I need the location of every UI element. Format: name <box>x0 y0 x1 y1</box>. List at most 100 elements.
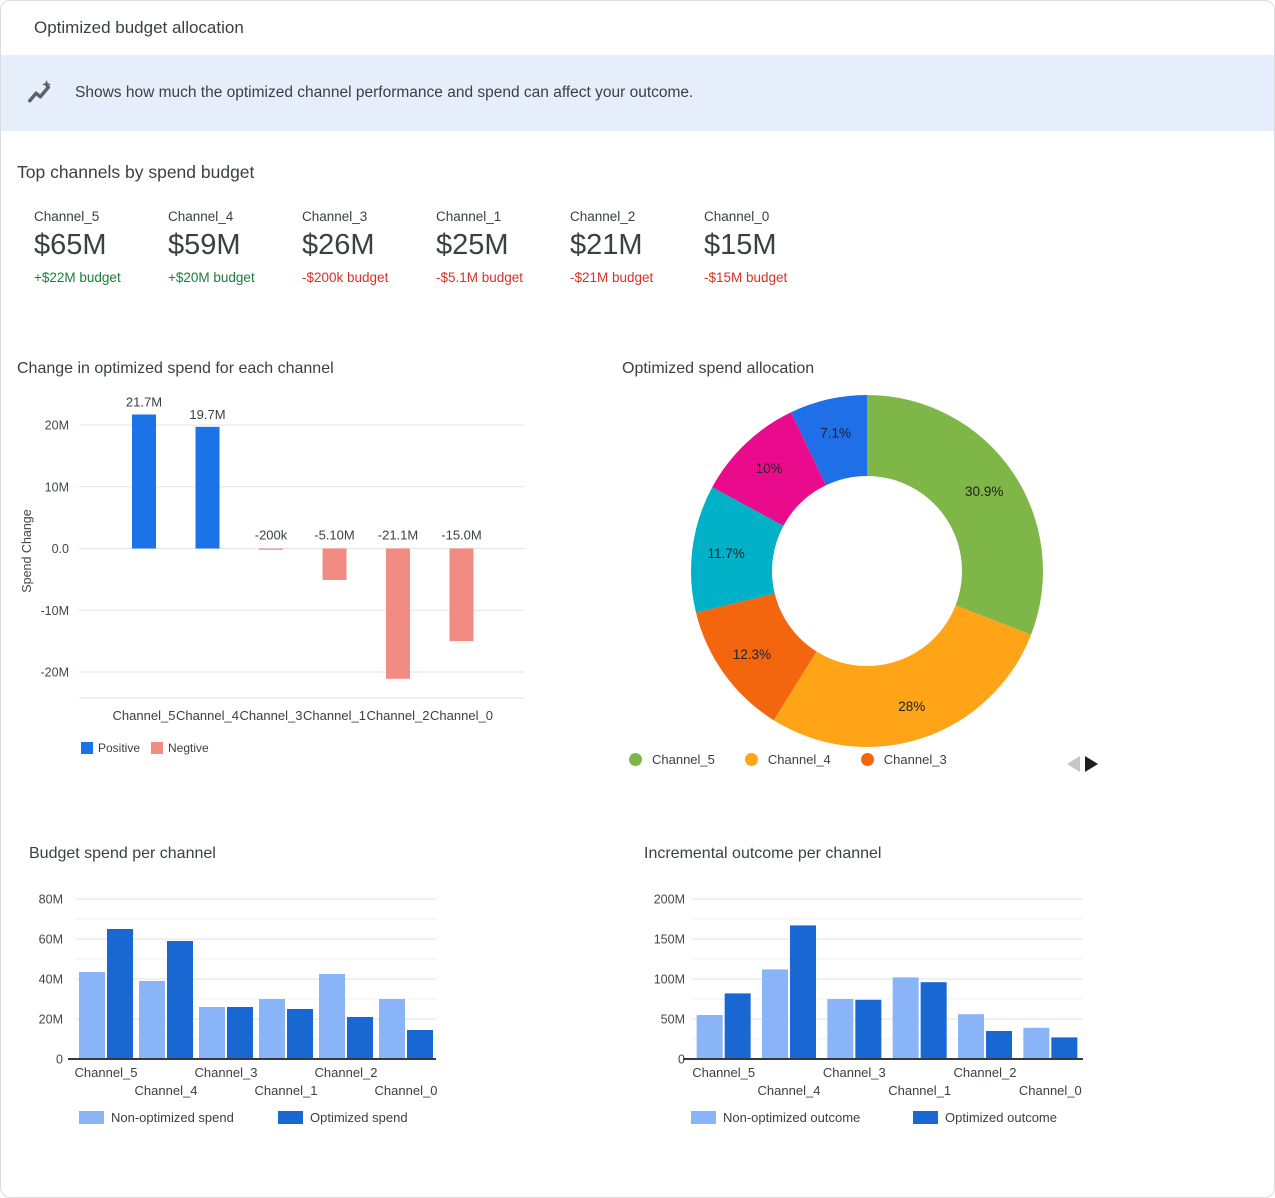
bar-nonoptimized-channel_5[interactable] <box>79 972 105 1059</box>
x-category-label: Channel_2 <box>367 708 430 723</box>
slice-channel_0[interactable] <box>791 395 867 486</box>
y-axis-title: Spend Change <box>20 509 34 592</box>
bar-optimized-channel_3[interactable] <box>227 1007 253 1059</box>
bar-nonoptimized-channel_2[interactable] <box>958 1014 984 1059</box>
x-category-label: Channel_5 <box>113 708 176 723</box>
slice-percent-label: 30.9% <box>965 484 1003 499</box>
bar-nonoptimized-channel_2[interactable] <box>319 974 345 1059</box>
x-category-label: Channel_2 <box>315 1065 378 1080</box>
x-category-label: Channel_1 <box>255 1083 318 1098</box>
channel-card-channel_0: Channel_0 $15M -$15M budget <box>704 209 838 285</box>
legend-swatch-negative <box>151 742 163 754</box>
incremental-outcome-chart-title: Incremental outcome per channel <box>644 845 882 862</box>
bar-optimized-channel_0[interactable] <box>1051 1037 1078 1059</box>
channel-budget-delta: +$22M budget <box>34 270 121 285</box>
legend-next-icon[interactable] <box>1085 756 1098 772</box>
spend-allocation-chart-title: Optimized spend allocation <box>622 360 815 377</box>
bar-nonoptimized-channel_0[interactable] <box>1023 1027 1050 1059</box>
bar-optimized-channel_5[interactable] <box>107 929 133 1059</box>
y-tick-label: 150M <box>654 933 685 947</box>
y-tick-label: -20M <box>41 666 69 680</box>
page-title: Optimized budget allocation <box>34 18 244 37</box>
legend-prev-icon[interactable] <box>1067 756 1080 772</box>
bar-nonoptimized-channel_1[interactable] <box>259 999 285 1059</box>
budget-spend-chart[interactable]: 0 20M 40M 60M 80M Channel_5 Channel_4 Channel_3… <box>1 831 561 1131</box>
bar-optimized-channel_5[interactable] <box>724 993 751 1059</box>
bar-optimized-channel_1[interactable] <box>287 1009 313 1059</box>
bar-channel_4[interactable] <box>195 426 220 549</box>
bar-nonoptimized-channel_0[interactable] <box>379 999 405 1059</box>
channel-card-channel_2: Channel_2 $21M -$21M budget <box>570 209 704 285</box>
x-category-label: Channel_1 <box>888 1083 951 1098</box>
info-banner-text: Shows how much the optimized channel per… <box>75 84 694 101</box>
y-tick-label: 100M <box>654 973 685 987</box>
slice-percent-label: 7.1% <box>820 426 851 441</box>
slice-channel_1[interactable] <box>691 487 784 613</box>
bar-optimized-channel_0[interactable] <box>407 1030 433 1059</box>
y-tick-label: 20M <box>45 419 69 433</box>
bar-channel_3[interactable] <box>259 548 283 550</box>
bar-nonoptimized-channel_4[interactable] <box>139 981 165 1059</box>
x-category-label: Channel_1 <box>303 708 366 723</box>
bar-optimized-channel_1[interactable] <box>920 982 947 1059</box>
y-tick-label: 0 <box>678 1053 685 1067</box>
bar-nonoptimized-channel_5[interactable] <box>696 1015 723 1059</box>
bar-channel_1[interactable] <box>322 548 347 580</box>
bar-nonoptimized-channel_3[interactable] <box>199 1007 225 1059</box>
budget-spend-chart-title: Budget spend per channel <box>29 845 216 862</box>
x-category-label: Channel_4 <box>135 1083 198 1098</box>
channel-name: Channel_5 <box>34 209 100 224</box>
slice-channel_4[interactable] <box>773 605 1032 747</box>
spend-allocation-donut-chart[interactable]: 30.9% 28% 12.3% 11.7% 10% 7.1% <box>601 351 1161 751</box>
x-category-label: Channel_0 <box>375 1083 438 1098</box>
x-category-label: Channel_3 <box>240 708 303 723</box>
bar-channel_0[interactable] <box>449 548 474 642</box>
x-category-label: Channel_2 <box>954 1065 1017 1080</box>
bar-nonoptimized-channel_3[interactable] <box>827 999 854 1059</box>
x-category-label: Channel_3 <box>823 1065 886 1080</box>
info-banner: Shows how much the optimized channel per… <box>1 55 1274 131</box>
bar-optimized-channel_4[interactable] <box>167 941 193 1059</box>
slice-channel_5[interactable] <box>867 395 1043 635</box>
donut-legend: Channel_5 Channel_4 Channel_3 <box>629 752 947 767</box>
y-tick-label: 20M <box>39 1013 63 1027</box>
bar-optimized-channel_2[interactable] <box>986 1031 1012 1059</box>
y-tick-label: 200M <box>654 893 685 907</box>
slice-channel_3[interactable] <box>695 593 817 721</box>
channel-name: Channel_0 <box>704 209 770 224</box>
channel-budget-delta: -$5.1M budget <box>436 270 524 285</box>
donut-legend-item-channel_5: Channel_5 <box>629 752 715 767</box>
slice-channel_2[interactable] <box>712 412 827 526</box>
channel-spend-value: $21M <box>570 229 643 261</box>
channel-budget-delta: +$20M budget <box>168 270 255 285</box>
channel-spend-value: $59M <box>168 229 241 261</box>
channel-card-channel_5: Channel_5 $65M +$22M budget <box>34 209 168 285</box>
y-tick-label: 50M <box>661 1013 685 1027</box>
channel-card-channel_3: Channel_3 $26M -$200k budget <box>302 209 436 285</box>
spend-change-chart[interactable]: 20M 10M 0.0 -10M -20M 21.7M Channel_5 19.7M Chan… <box>1 351 561 761</box>
channel-budget-delta: -$21M budget <box>570 270 654 285</box>
bar-channel_5[interactable] <box>132 414 156 549</box>
channel-budget-delta: -$15M budget <box>704 270 788 285</box>
x-category-label: Channel_5 <box>75 1065 138 1080</box>
legend-swatch-optimized <box>278 1111 303 1124</box>
x-category-label: Channel_5 <box>692 1065 755 1080</box>
legend-dot <box>629 753 642 766</box>
channel-spend-value: $65M <box>34 229 107 261</box>
y-tick-label: 0.0 <box>52 542 69 556</box>
auto-graph-icon <box>26 79 54 107</box>
channel-name: Channel_2 <box>570 209 636 224</box>
legend-label-optimized: Optimized outcome <box>945 1110 1057 1125</box>
bar-channel_2[interactable] <box>386 548 410 679</box>
bar-nonoptimized-channel_4[interactable] <box>762 969 788 1059</box>
bar-nonoptimized-channel_1[interactable] <box>892 977 919 1059</box>
legend-label-nonoptimized: Non-optimized spend <box>111 1110 234 1125</box>
channel-name: Channel_1 <box>436 209 502 224</box>
channel-spend-value: $26M <box>302 229 375 261</box>
bar-optimized-channel_2[interactable] <box>347 1017 373 1059</box>
incremental-outcome-chart[interactable]: 050M100M150M200MChannel_5Channel_4Channe… <box>631 831 1241 1131</box>
donut-legend-item-channel_3: Channel_3 <box>860 752 947 767</box>
bar-optimized-channel_4[interactable] <box>790 925 816 1059</box>
y-tick-label: -10M <box>41 604 69 618</box>
bar-optimized-channel_3[interactable] <box>855 999 882 1059</box>
